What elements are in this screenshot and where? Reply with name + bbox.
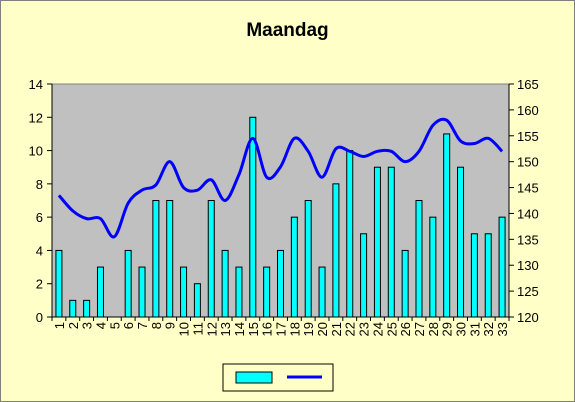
- line-series: [57, 117, 504, 239]
- y-right-tick-label: 145: [517, 181, 539, 196]
- x-tick-label: 19: [301, 322, 316, 336]
- y-left-tick-label: 6: [36, 210, 43, 225]
- bar-9: [166, 200, 174, 318]
- y-right-tick-label: 135: [517, 232, 539, 247]
- bar-23: [360, 233, 368, 318]
- x-tick-label: 16: [260, 322, 275, 336]
- bar-25: [387, 166, 395, 318]
- bar-24: [373, 166, 381, 318]
- y-left-tick-label: 8: [36, 177, 43, 192]
- y-right-tick-label: 150: [517, 155, 539, 170]
- x-tick-label: 5: [107, 322, 122, 329]
- x-tick-label: 24: [370, 322, 385, 336]
- x-tick-label: 21: [329, 322, 344, 336]
- x-tick-label: 13: [218, 322, 233, 336]
- x-tick-label: 3: [80, 322, 95, 329]
- x-tick-label: 32: [481, 322, 496, 336]
- x-tick-label: 33: [495, 322, 510, 336]
- y-left-tick-label: 14: [29, 77, 43, 92]
- x-tick-label: 11: [190, 322, 205, 336]
- bar-3: [83, 299, 91, 318]
- bar-6: [124, 249, 132, 318]
- bar-27: [415, 200, 423, 318]
- bar-28: [429, 216, 437, 318]
- bar-26: [401, 249, 409, 318]
- x-tick-label: 23: [357, 322, 372, 336]
- y-right-tick-label: 140: [517, 206, 539, 221]
- bar-31: [470, 233, 478, 318]
- bar-19: [304, 200, 312, 318]
- x-tick-label: 17: [274, 322, 289, 336]
- chart-title: Maandag: [246, 20, 329, 41]
- x-tick-label: 15: [246, 322, 261, 336]
- y-right-tick-label: 160: [517, 103, 539, 118]
- x-tick-label: 18: [287, 322, 302, 336]
- legend: [222, 363, 334, 392]
- y-left-tick-label: 2: [36, 277, 43, 292]
- y-left-tick-label: 12: [29, 110, 43, 125]
- x-tick-label: 29: [440, 322, 455, 336]
- x-tick-label: 6: [121, 322, 136, 329]
- x-tick-label: 26: [398, 322, 413, 336]
- bar-8: [152, 200, 160, 318]
- bar-11: [193, 283, 201, 318]
- bar-22: [346, 150, 354, 318]
- x-tick-label: 7: [135, 322, 150, 329]
- bar-15: [249, 116, 257, 318]
- x-tick-label: 4: [93, 322, 108, 329]
- x-tick-label: 2: [66, 322, 81, 329]
- bar-1: [55, 249, 63, 318]
- bar-7: [138, 266, 146, 318]
- bar-30: [457, 166, 465, 318]
- x-tick-label: 31: [467, 322, 482, 336]
- bar-14: [235, 266, 243, 318]
- x-tick-label: 10: [177, 322, 192, 336]
- y-right-tick-label: 125: [517, 284, 539, 299]
- y-right-tick-label: 120: [517, 310, 539, 325]
- x-tick-label: 9: [163, 322, 178, 329]
- x-tick-label: 28: [426, 322, 441, 336]
- bar-2: [69, 299, 77, 318]
- legend-bar-swatch: [235, 371, 273, 384]
- x-tick-label: 14: [232, 322, 247, 336]
- bar-21: [332, 183, 340, 318]
- bar-20: [318, 266, 326, 318]
- bar-13: [221, 249, 229, 318]
- x-tick-label: 1: [52, 322, 67, 329]
- x-tick-label: 20: [315, 322, 330, 336]
- x-tick-label: 8: [149, 322, 164, 329]
- x-tick-label: 22: [343, 322, 358, 336]
- x-tick-label: 12: [204, 322, 219, 336]
- y-right-tick-label: 165: [517, 77, 539, 92]
- bar-18: [290, 216, 298, 318]
- bar-32: [484, 233, 492, 318]
- bar-4: [96, 266, 104, 318]
- y-left-tick-label: 4: [36, 243, 43, 258]
- x-tick-label: 25: [384, 322, 399, 336]
- bar-12: [207, 200, 215, 318]
- bar-17: [277, 249, 284, 318]
- y-left-tick-label: 0: [36, 310, 43, 325]
- bar-10: [180, 266, 188, 318]
- y-right-tick-label: 155: [517, 129, 539, 144]
- bar-16: [263, 266, 271, 318]
- x-tick-label: 27: [412, 322, 427, 336]
- bar-33: [498, 216, 506, 318]
- bar-29: [443, 133, 451, 318]
- y-right-tick-label: 130: [517, 258, 539, 273]
- x-tick-label: 30: [454, 322, 469, 336]
- y-left-tick-label: 10: [29, 144, 43, 159]
